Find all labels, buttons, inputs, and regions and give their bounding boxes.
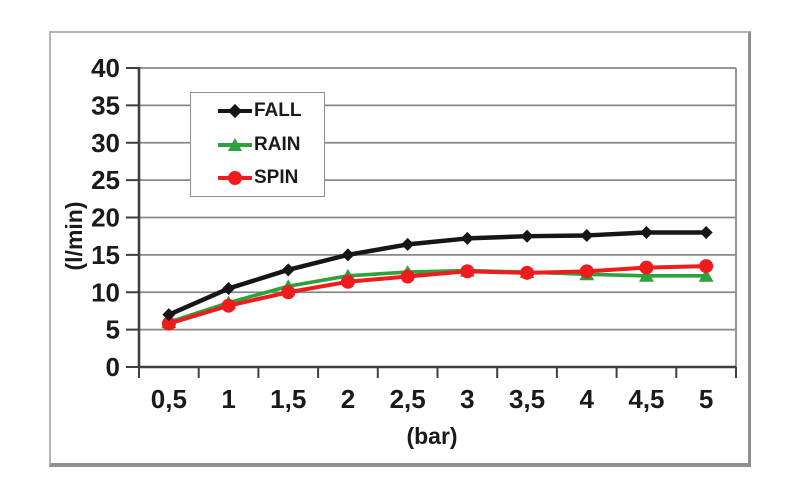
y-tick-label: 5 (106, 315, 120, 345)
y-axis-title: (l/min) (61, 201, 87, 271)
x-tick-label: 5 (699, 384, 713, 414)
x-tick-label: 0,5 (151, 384, 187, 414)
x-tick-label: 3,5 (509, 384, 545, 414)
circle-marker-spin (161, 316, 176, 331)
legend-item: SPIN (218, 163, 324, 193)
x-tick-label: 4 (580, 384, 595, 414)
x-tick-label: 2,5 (390, 384, 426, 414)
triangle-marker-rain (698, 268, 714, 282)
circle-marker-spin (221, 298, 236, 313)
rain-series-swatch-icon (218, 137, 252, 153)
series-line-spin (166, 264, 709, 326)
y-tick-label: 15 (91, 240, 120, 270)
circle-marker-spin (400, 269, 415, 284)
diamond-marker-fall (520, 229, 534, 243)
series-line-fall (166, 230, 709, 317)
diamond-marker-fall (281, 263, 295, 277)
chart-frame: 0 5 10 15 20 25 30 35 40 0,5 1 1,5 2 2,5 3 3,5 4 4,5 5 (l/… (49, 31, 751, 467)
flow-rate-chart-canvas: 0 5 10 15 20 25 30 35 40 0,5 1 1,5 2 2,5 3 3,5 4 4,5 5 (91, 53, 737, 414)
circle-marker-spin (579, 264, 594, 279)
diamond-marker-fall (639, 225, 653, 239)
diamond-marker-fall (580, 228, 594, 242)
circle-marker-spin (281, 285, 296, 300)
chart-legend: FALL RAIN SPIN (190, 92, 325, 197)
legend-label: SPIN (254, 166, 299, 188)
spin-series-swatch-icon (218, 170, 252, 186)
x-tick-label: 4,5 (628, 384, 664, 414)
x-tick-label: 1 (221, 384, 235, 414)
circle-marker-spin (699, 259, 714, 274)
circle-marker-spin (340, 274, 355, 289)
legend-label: FALL (254, 100, 302, 122)
diamond-marker-fall (222, 282, 236, 296)
diamond-marker-fall (401, 237, 415, 251)
circle-marker-spin (520, 265, 535, 280)
y-tick-label: 20 (91, 203, 120, 233)
legend-item: RAIN (218, 130, 324, 160)
y-tick-label: 30 (91, 128, 120, 158)
legend-label: RAIN (254, 133, 301, 155)
series-line-rain (167, 268, 708, 324)
y-tick-label: 25 (91, 165, 120, 195)
circle-marker-spin (460, 264, 475, 279)
x-tick-label: 3 (460, 384, 474, 414)
x-axis-title: (bar) (406, 423, 458, 449)
diamond-marker-fall (341, 248, 355, 262)
diamond-marker-fall (460, 231, 474, 245)
x-tick-label: 1,5 (270, 384, 306, 414)
x-tick-label: 2 (341, 384, 355, 414)
triangle-marker-rain (638, 268, 654, 282)
fall-series-swatch-icon (218, 103, 252, 119)
y-tick-label: 40 (91, 53, 120, 83)
y-tick-label: 10 (91, 277, 120, 307)
circle-marker-spin (639, 260, 654, 275)
diamond-marker-fall (162, 308, 176, 322)
legend-item: FALL (218, 96, 324, 126)
diamond-marker-fall (699, 225, 713, 239)
y-tick-label: 35 (91, 90, 120, 120)
y-tick-label: 0 (106, 352, 120, 382)
